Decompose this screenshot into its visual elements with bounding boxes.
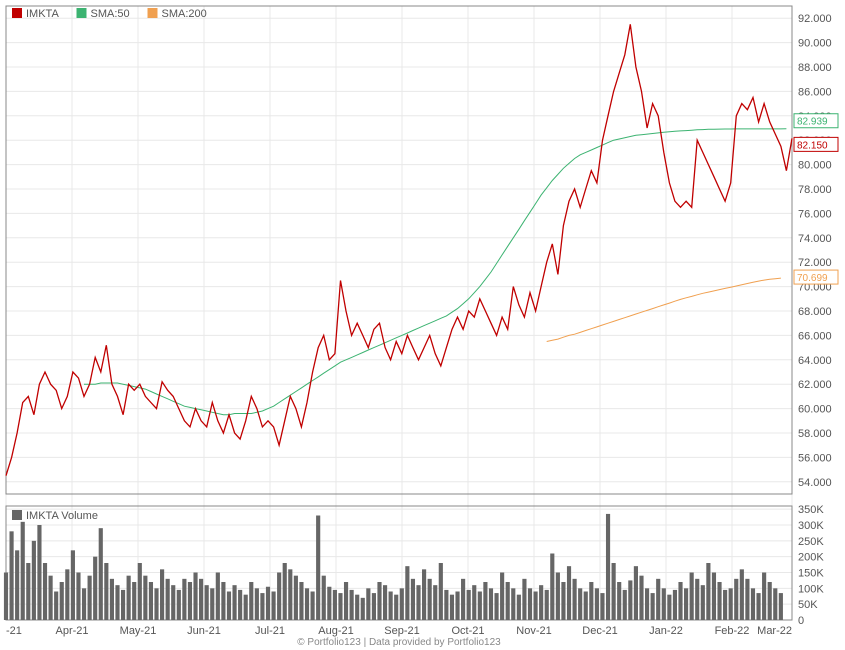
svg-text:62.000: 62.000 bbox=[798, 379, 832, 391]
svg-text:150K: 150K bbox=[798, 568, 824, 580]
svg-text:50K: 50K bbox=[798, 599, 818, 611]
svg-text:56.000: 56.000 bbox=[798, 452, 832, 464]
svg-text:250K: 250K bbox=[798, 536, 824, 548]
svg-text:80.000: 80.000 bbox=[798, 160, 832, 172]
svg-text:76.000: 76.000 bbox=[798, 208, 832, 220]
svg-text:Sep-21: Sep-21 bbox=[384, 625, 419, 637]
chart-svg: 54.000 56.000 58.000 60.000 62.000 64.000 66.0… bbox=[0, 0, 845, 650]
svg-text:Aug-21: Aug-21 bbox=[318, 625, 353, 637]
svg-text:-21: -21 bbox=[6, 625, 22, 637]
svg-text:300K: 300K bbox=[798, 520, 824, 532]
svg-text:Jul-21: Jul-21 bbox=[255, 625, 285, 637]
svg-text:82.939: 82.939 bbox=[797, 117, 828, 128]
svg-text:86.000: 86.000 bbox=[798, 86, 832, 98]
svg-text:74.000: 74.000 bbox=[798, 233, 832, 245]
svg-text:92.000: 92.000 bbox=[798, 13, 832, 25]
svg-text:58.000: 58.000 bbox=[798, 428, 832, 440]
svg-text:Feb-22: Feb-22 bbox=[715, 625, 750, 637]
stock-chart: 54.000 56.000 58.000 60.000 62.000 64.000 66.0… bbox=[0, 0, 845, 650]
svg-text:© Portfolio123 | Data provided: © Portfolio123 | Data provided by Portfo… bbox=[297, 637, 501, 648]
svg-text:IMKTA Volume: IMKTA Volume bbox=[26, 510, 98, 522]
svg-text:64.000: 64.000 bbox=[798, 355, 832, 367]
svg-text:54.000: 54.000 bbox=[798, 477, 832, 489]
svg-text:66.000: 66.000 bbox=[798, 330, 832, 342]
svg-text:78.000: 78.000 bbox=[798, 184, 832, 196]
svg-text:Mar-22: Mar-22 bbox=[757, 625, 792, 637]
svg-text:Oct-21: Oct-21 bbox=[451, 625, 484, 637]
svg-text:70.699: 70.699 bbox=[797, 273, 828, 284]
svg-text:Jun-21: Jun-21 bbox=[187, 625, 221, 637]
svg-text:200K: 200K bbox=[798, 552, 824, 564]
svg-text:90.000: 90.000 bbox=[798, 38, 832, 50]
svg-text:82.150: 82.150 bbox=[797, 140, 828, 151]
svg-text:88.000: 88.000 bbox=[798, 62, 832, 74]
svg-text:0: 0 bbox=[798, 615, 804, 627]
svg-text:72.000: 72.000 bbox=[798, 257, 832, 269]
svg-text:SMA:50: SMA:50 bbox=[91, 8, 130, 20]
svg-text:68.000: 68.000 bbox=[798, 306, 832, 318]
svg-text:60.000: 60.000 bbox=[798, 404, 832, 416]
svg-text:SMA:200: SMA:200 bbox=[162, 8, 207, 20]
svg-text:May-21: May-21 bbox=[120, 625, 157, 637]
svg-text:Nov-21: Nov-21 bbox=[516, 625, 551, 637]
svg-text:Apr-21: Apr-21 bbox=[55, 625, 88, 637]
svg-text:Jan-22: Jan-22 bbox=[649, 625, 683, 637]
svg-text:IMKTA: IMKTA bbox=[26, 8, 59, 20]
svg-text:350K: 350K bbox=[798, 504, 824, 516]
svg-text:Dec-21: Dec-21 bbox=[582, 625, 617, 637]
svg-text:100K: 100K bbox=[798, 583, 824, 595]
